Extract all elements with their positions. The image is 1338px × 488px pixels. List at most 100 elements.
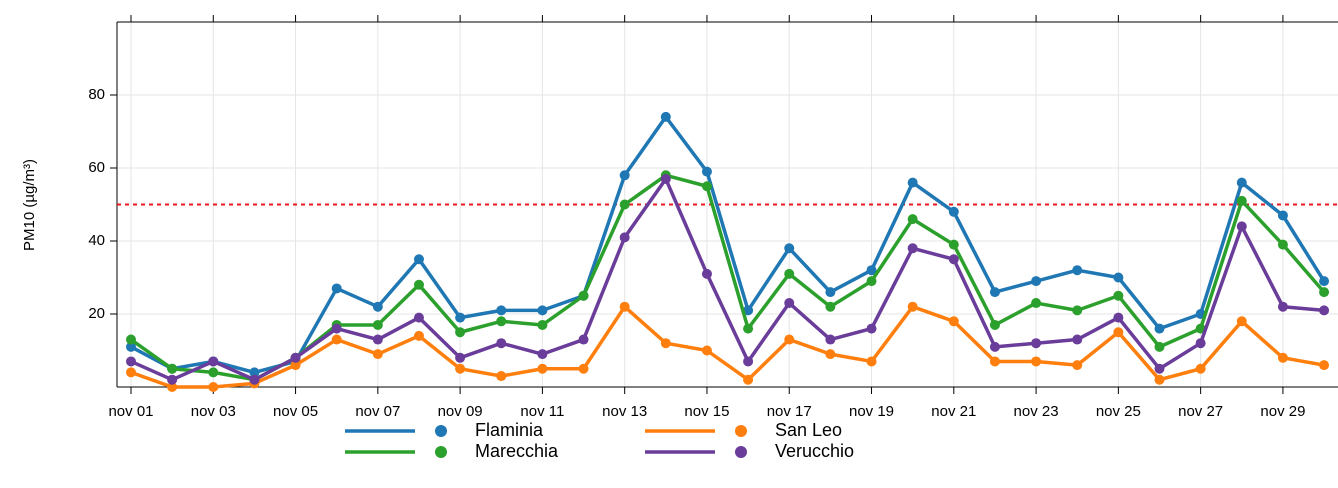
point xyxy=(331,334,342,345)
point xyxy=(784,243,795,254)
point xyxy=(1154,323,1165,334)
point xyxy=(784,268,795,279)
legend-label: Flaminia xyxy=(475,420,544,440)
point xyxy=(372,349,383,360)
point xyxy=(126,356,136,367)
legend-label: San Leo xyxy=(775,420,842,440)
point xyxy=(126,341,136,352)
point xyxy=(290,352,301,363)
point xyxy=(948,239,959,250)
point xyxy=(1319,305,1330,316)
point xyxy=(948,316,959,327)
point xyxy=(743,323,754,334)
point xyxy=(290,360,301,371)
legend-label: Marecchia xyxy=(475,441,559,461)
point xyxy=(866,323,877,334)
point xyxy=(1072,360,1083,371)
point xyxy=(701,181,712,192)
point xyxy=(578,334,589,345)
point xyxy=(743,374,754,385)
point xyxy=(1072,305,1083,316)
point xyxy=(455,363,466,374)
legend-dot xyxy=(435,425,447,437)
point xyxy=(619,199,630,210)
point xyxy=(784,298,795,309)
point xyxy=(989,287,1000,298)
point xyxy=(1319,360,1330,371)
point xyxy=(537,305,548,316)
point xyxy=(825,287,836,298)
x-tick-label: nov 19 xyxy=(849,403,894,420)
point xyxy=(989,356,1000,367)
point xyxy=(578,290,589,301)
point xyxy=(496,316,507,327)
point xyxy=(413,330,424,341)
point xyxy=(743,356,754,367)
point xyxy=(948,206,959,217)
point xyxy=(660,111,671,122)
point xyxy=(1154,341,1165,352)
point xyxy=(619,170,630,181)
point xyxy=(372,301,383,312)
point xyxy=(126,367,136,378)
point xyxy=(825,349,836,360)
point xyxy=(784,334,795,345)
point xyxy=(167,363,178,374)
point xyxy=(126,334,136,345)
point xyxy=(1277,301,1288,312)
series-line xyxy=(130,304,1325,389)
x-tick-label: nov 29 xyxy=(1260,403,1305,420)
x-tick-label: nov 17 xyxy=(767,403,812,420)
point xyxy=(1195,363,1206,374)
series-line xyxy=(129,173,1326,382)
x-tick-label: nov 05 xyxy=(273,403,318,420)
legend-label: Verucchio xyxy=(775,441,854,461)
x-tick-label: nov 01 xyxy=(108,403,153,420)
point xyxy=(1236,316,1247,327)
point xyxy=(1277,210,1288,221)
point xyxy=(866,356,877,367)
point xyxy=(208,382,219,392)
point xyxy=(455,352,466,363)
point xyxy=(167,374,178,385)
point xyxy=(455,327,466,338)
point xyxy=(1031,356,1042,367)
x-tick-label: nov 11 xyxy=(520,403,564,420)
point xyxy=(989,341,1000,352)
point xyxy=(825,301,836,312)
point xyxy=(1031,298,1042,309)
series-line xyxy=(130,177,1325,382)
point xyxy=(537,349,548,360)
x-tick-label: nov 23 xyxy=(1014,403,1059,420)
y-axis-label: PM10 (µg/m³) xyxy=(21,159,38,251)
point xyxy=(455,312,466,323)
series-line xyxy=(130,115,1326,375)
point xyxy=(537,319,548,330)
point xyxy=(1113,290,1124,301)
point xyxy=(1319,287,1330,298)
point xyxy=(743,305,754,316)
point xyxy=(1031,338,1042,349)
point xyxy=(1236,177,1247,188)
point xyxy=(907,214,918,225)
point xyxy=(413,254,424,265)
point xyxy=(537,363,548,374)
point xyxy=(167,382,178,392)
point xyxy=(1154,363,1165,374)
x-tick-label: nov 15 xyxy=(684,403,729,420)
point xyxy=(496,305,507,316)
x-tick-label: nov 13 xyxy=(602,403,647,420)
x-tick-label: nov 09 xyxy=(438,403,483,420)
point xyxy=(208,356,219,367)
point xyxy=(372,319,383,330)
point xyxy=(372,334,383,345)
y-tick-label: 60 xyxy=(88,159,105,176)
point xyxy=(907,243,918,254)
y-tick-label: 20 xyxy=(88,305,105,322)
point xyxy=(1031,276,1042,287)
point xyxy=(496,338,507,349)
point xyxy=(413,279,424,290)
point xyxy=(701,345,712,356)
point xyxy=(907,301,918,312)
point xyxy=(1113,272,1124,283)
